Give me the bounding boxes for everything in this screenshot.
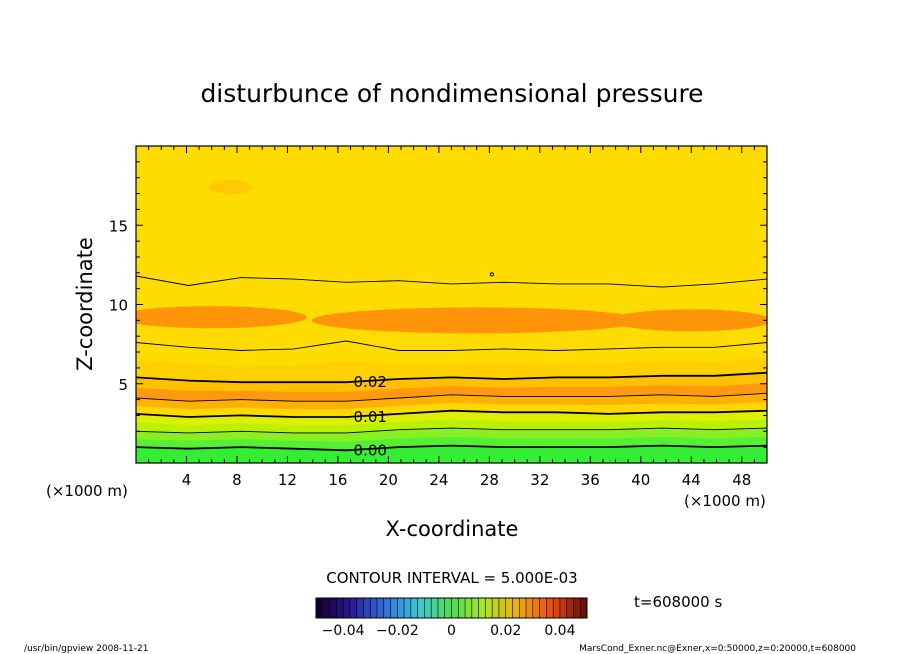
colorbar-cell [471,598,480,618]
colorbar-cell [397,598,405,618]
colorbar-cell [458,598,466,618]
x-axis-label: X-coordinate [386,517,519,541]
colorbar-cell [573,598,581,618]
colorbar-cell [580,598,588,618]
shading-blob [611,309,767,332]
colorbar-cell [376,598,385,618]
contour-line [136,444,767,452]
colorbar-cell [336,598,344,618]
colorbar-cell [343,598,351,618]
colorbar-cell [539,598,547,618]
colorbar-tick-label: −0.04 [322,623,365,639]
shading-blob [136,306,307,329]
contour-line [136,340,767,351]
footer-right: MarsCond_Exner.nc@Exner,x=0:50000,z=0:20… [579,644,856,654]
colorbar-cell [424,598,432,618]
colorbar-tick-label: 0 [447,623,456,639]
contour-line [136,409,767,418]
contour-lines [136,272,767,452]
colorbar-cell [512,598,520,618]
colorbar-cell [383,598,392,618]
colorbar-cell [478,598,486,618]
shading-blob [311,307,642,334]
x-unit-left: (×1000 m) [46,482,128,500]
x-tick-label: 48 [732,471,751,489]
x-tick-label: 16 [328,471,347,489]
colorbar-cell [390,598,398,618]
y-axis-ticks: 5 10 15 [109,161,767,448]
y-tick-label: 15 [109,217,128,235]
colorbar-ticks: −0.04 −0.02 0 0.02 0.04 [322,623,576,639]
x-tick-label: 44 [682,471,701,489]
x-tick-label: 8 [232,471,242,489]
shading-blobs [136,180,767,334]
x-tick-label: 40 [631,471,650,489]
colorbar-cell [532,598,541,618]
chart-title: disturbunce of nondimensional pressure [200,79,703,108]
colorbar-cell [417,598,425,618]
colorbar-cell [316,598,324,618]
colorbar-cell [451,598,459,618]
x-tick-label: 24 [429,471,448,489]
colorbar-cell [526,598,534,618]
y-tick-label: 5 [118,376,128,394]
contour-line [136,392,767,402]
colorbar-cell [444,598,452,618]
y-axis-label: Z-coordinate [73,237,97,371]
colorbar-cell [519,598,527,618]
x-tick-label: 12 [278,471,297,489]
contour-line [136,427,767,434]
colorbar-cell [498,598,507,618]
contour-label: 0.00 [354,441,387,459]
colorbar-cell [370,598,378,618]
colorbar-cell [349,598,358,618]
colorbar-cell [492,598,500,618]
time-label: t=608000 s [634,593,722,611]
x-tick-label: 36 [581,471,600,489]
contour-closed-loop [489,272,494,277]
contour-interval: CONTOUR INTERVAL = 5.000E-03 [326,569,577,587]
colorbar-cell [431,598,439,618]
x-axis-ticks: 4 8 12 16 20 24 28 32 36 40 44 48 [148,146,755,489]
contour-label: 0.01 [354,408,387,426]
x-tick-label: 28 [480,471,499,489]
colorbar-cell [485,598,493,618]
contour-labels: 0.00 0.01 0.02 [354,373,387,459]
colorbar-cell [546,598,554,618]
x-unit-right: (×1000 m) [684,492,766,510]
colorbar-cell [465,598,473,618]
colorbar-cell [559,598,568,618]
plot-area [136,146,767,463]
contour-line [136,371,767,384]
colorbar-tick-label: −0.02 [376,623,419,639]
colorbar-cell [356,598,364,618]
color-band [136,445,767,463]
colorbar-cell [322,598,331,618]
y-tick-label: 10 [109,297,128,315]
colorbar-tick-label: 0.02 [490,623,521,639]
contour-label: 0.02 [354,373,387,391]
x-tick-label: 4 [182,471,192,489]
colorbar-cell [505,598,513,618]
colorbar-cell [404,598,412,618]
colorbar-cell [566,598,574,618]
footer-left: /usr/bin/gpview 2008-11-21 [24,644,148,654]
colorbar-cell [553,598,561,618]
colorbar-cell [410,598,419,618]
colorbar-frame [315,597,588,619]
shading-blob [208,180,253,195]
colorbar [315,597,588,619]
x-tick-label: 32 [530,471,549,489]
contour-line [136,275,767,288]
colorbar-cell [363,598,371,618]
colorbar-cell [437,598,446,618]
colorbar-tick-label: 0.04 [544,623,575,639]
colorbar-cell [329,598,337,618]
x-tick-label: 20 [379,471,398,489]
